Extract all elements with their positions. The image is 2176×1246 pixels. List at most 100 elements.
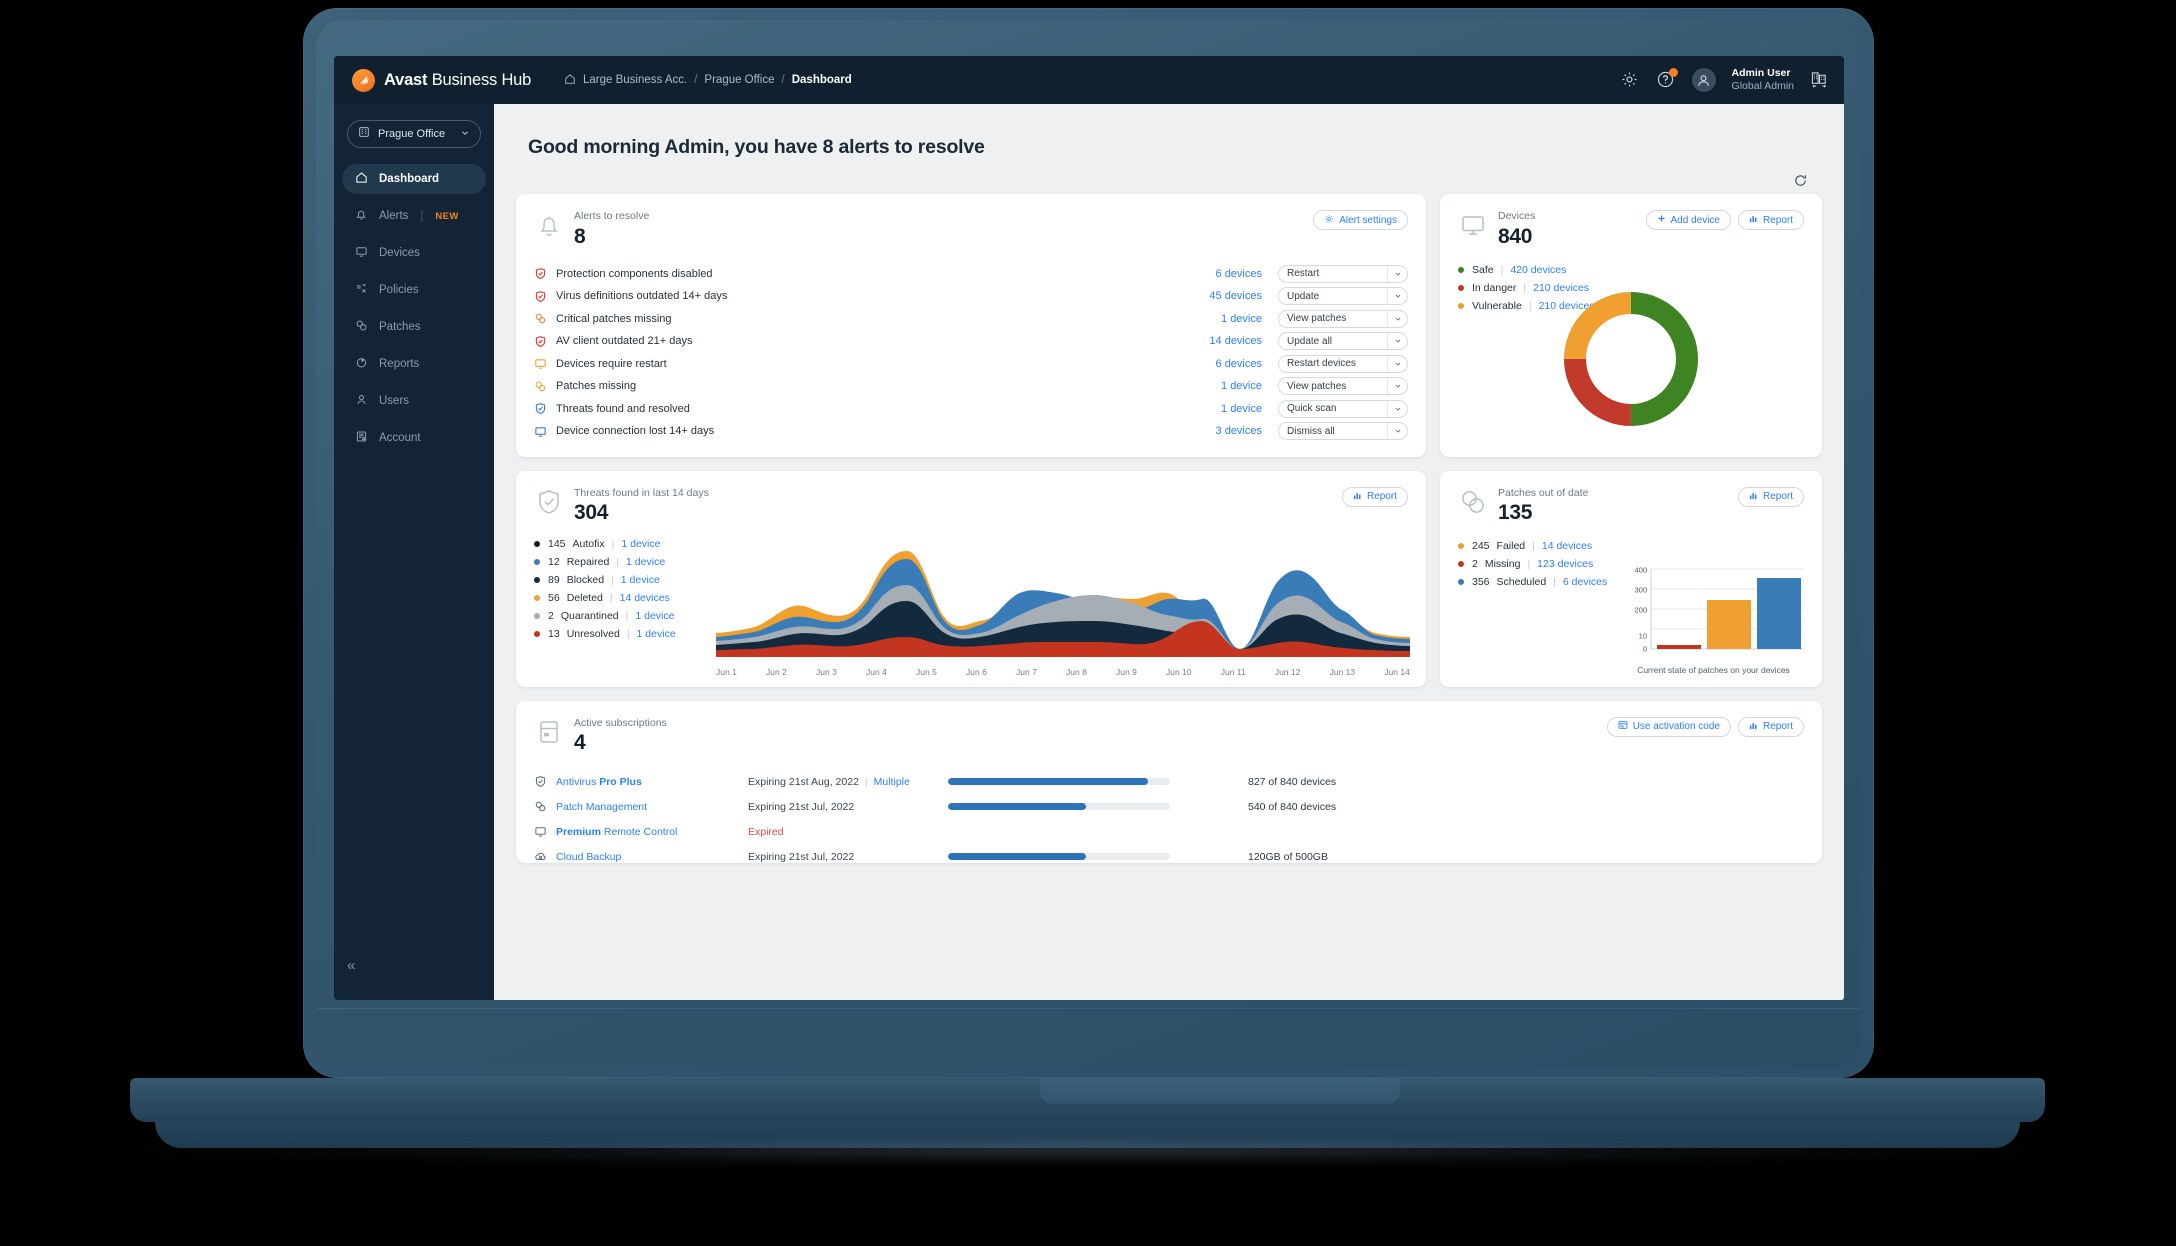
patches-report-button[interactable]: Report	[1737, 486, 1804, 507]
alert-device-count[interactable]: 6 devices	[1215, 267, 1262, 280]
alert-action-select[interactable]: Update	[1278, 287, 1408, 306]
legend-item[interactable]: 356 Scheduled | 6 devices	[1458, 573, 1804, 591]
sidebar-item-users[interactable]: Users	[342, 386, 486, 416]
use-activation-code-button[interactable]: Use activation code	[1606, 716, 1731, 737]
alert-row[interactable]: Patches missing 1 device View patches	[534, 375, 1408, 398]
progress-bar-fill	[948, 852, 1086, 860]
subscription-name[interactable]: Antivirus Pro Plus	[556, 776, 748, 788]
legend-item[interactable]: 13 Unresolved | 1 device	[534, 625, 1408, 643]
subscription-row[interactable]: Premium Remote Control Expired	[534, 819, 1804, 844]
legend-item[interactable]: 2 Quarantined | 1 device	[534, 607, 1408, 625]
alert-settings-button[interactable]: Alert settings	[1313, 210, 1408, 230]
alert-row[interactable]: Device connection lost 14+ days 3 device…	[534, 420, 1408, 443]
sidebar-item-reports[interactable]: Reports	[342, 349, 486, 379]
breadcrumb-office[interactable]: Prague Office	[704, 74, 775, 86]
legend-item[interactable]: 12 Repaired | 1 device	[534, 553, 1408, 571]
legend-count[interactable]: 420 devices	[1510, 263, 1567, 276]
threats-report-button[interactable]: Report	[1341, 486, 1408, 507]
legend-devices[interactable]: 6 devices	[1562, 576, 1608, 589]
subscription-name[interactable]: Patch Management	[556, 801, 748, 813]
legend-devices[interactable]: 123 devices	[1537, 558, 1594, 571]
devices-report-button[interactable]: Report	[1737, 210, 1804, 230]
subscription-multiple-link[interactable]: Multiple	[873, 775, 910, 788]
chevron-down-icon	[1387, 400, 1407, 417]
alert-row[interactable]: Protection components disabled 6 devices…	[534, 263, 1408, 286]
subscriptions-card-actions: Use activation code Report	[1606, 716, 1804, 737]
sidebar-item-policies[interactable]: Policies	[342, 275, 486, 305]
gear-icon[interactable]	[1620, 70, 1640, 90]
subscriptions-report-button[interactable]: Report	[1737, 716, 1804, 737]
alert-action-select[interactable]: View patches	[1278, 309, 1408, 328]
user-info[interactable]: Admin User Global Admin	[1732, 67, 1794, 93]
alert-name: Patches missing	[556, 380, 637, 393]
legend-devices[interactable]: 14 devices	[619, 592, 670, 605]
alert-action-select[interactable]: Restart devices	[1278, 354, 1408, 373]
subscription-row[interactable]: Cloud Backup Expiring 21st Jul, 2022 120…	[534, 844, 1804, 869]
legend-item[interactable]: 145 Autofix | 1 device	[534, 535, 1408, 553]
alert-row[interactable]: Virus definitions outdated 14+ days 45 d…	[534, 285, 1408, 308]
shield-icon	[534, 775, 547, 788]
legend-separator: |	[1553, 576, 1556, 589]
refresh-icon[interactable]	[1793, 173, 1808, 188]
sidebar-item-alerts[interactable]: Alerts | NEW	[342, 201, 486, 231]
alert-device-count[interactable]: 6 devices	[1215, 357, 1262, 370]
sidebar-item-devices[interactable]: Devices	[342, 238, 486, 268]
app-screen: Avast Business Hub Large Business Acc. /…	[334, 56, 1844, 1000]
alert-action-select[interactable]: Update all	[1278, 332, 1408, 351]
monitor-icon	[534, 825, 547, 838]
alert-device-count[interactable]: 3 devices	[1215, 425, 1262, 438]
home-icon[interactable]	[564, 73, 576, 88]
alert-row[interactable]: AV client outdated 21+ days 14 devices U…	[534, 330, 1408, 353]
alerts-card-actions: Alert settings	[1313, 210, 1408, 230]
user-avatar-icon[interactable]	[1691, 68, 1716, 92]
switch-company-icon[interactable]	[1810, 70, 1830, 90]
legend-item[interactable]: 89 Blocked | 1 device	[534, 571, 1408, 589]
legend-devices[interactable]: 1 device	[636, 628, 676, 641]
alert-device-count[interactable]: 45 devices	[1209, 290, 1262, 303]
legend-item[interactable]: Vulnerable | 210 devices	[1458, 297, 1804, 315]
devices-donut-chart	[1440, 279, 1822, 439]
brand-logo[interactable]: Avast Business Hub	[334, 68, 564, 92]
help-icon[interactable]	[1656, 68, 1678, 90]
alert-device-count[interactable]: 1 device	[1221, 402, 1262, 415]
legend-item[interactable]: Safe | 420 devices	[1458, 261, 1804, 279]
legend-count[interactable]: 210 devices	[1533, 281, 1590, 294]
office-building-icon	[358, 125, 370, 143]
legend-item[interactable]: 2 Missing | 123 devices	[1458, 555, 1804, 573]
subscription-name[interactable]: Cloud Backup	[556, 851, 748, 863]
alert-action-select[interactable]: View patches	[1278, 377, 1408, 396]
legend-devices[interactable]: 14 devices	[1541, 540, 1593, 553]
add-device-button[interactable]: Add device	[1645, 210, 1731, 230]
alert-name: Threats found and resolved	[556, 402, 690, 415]
sidebar-item-dashboard[interactable]: Dashboard	[342, 164, 486, 194]
alert-row[interactable]: Critical patches missing 1 device View p…	[534, 308, 1408, 331]
legend-dot-safe	[1458, 266, 1464, 273]
legend-devices[interactable]: 1 device	[626, 556, 666, 569]
office-selector[interactable]: Prague Office	[347, 120, 481, 148]
alert-row[interactable]: Devices require restart 6 devices Restar…	[534, 353, 1408, 376]
legend-devices[interactable]: 1 device	[621, 538, 661, 551]
alert-device-count[interactable]: 14 devices	[1209, 335, 1262, 348]
alert-device-count[interactable]: 1 device	[1221, 380, 1262, 393]
legend-dot-blocked	[534, 577, 540, 584]
alert-row[interactable]: Threats found and resolved 1 device Quic…	[534, 398, 1408, 421]
legend-item[interactable]: 56 Deleted | 14 devices	[534, 589, 1408, 607]
laptop-shadow	[60, 1140, 2110, 1166]
breadcrumb-account[interactable]: Large Business Acc.	[583, 74, 688, 86]
legend-devices[interactable]: 1 device	[620, 574, 660, 587]
alert-action-select[interactable]: Quick scan	[1278, 399, 1408, 418]
legend-item[interactable]: 245 Failed | 14 devices	[1458, 537, 1804, 555]
subscription-name[interactable]: Premium Remote Control	[556, 826, 748, 838]
sidebar-item-account[interactable]: Account	[342, 423, 486, 453]
sidebar-item-patches[interactable]: Patches	[342, 312, 486, 342]
legend-devices[interactable]: 1 device	[635, 610, 675, 623]
legend-count[interactable]: 210 devices	[1538, 299, 1595, 312]
alert-action-select[interactable]: Dismiss all	[1278, 422, 1408, 441]
office-selector-label: Prague Office	[378, 128, 446, 140]
subscription-row[interactable]: Antivirus Pro Plus Expiring 21st Aug, 20…	[534, 769, 1804, 794]
subscription-row[interactable]: Patch Management Expiring 21st Jul, 2022…	[534, 794, 1804, 819]
legend-item[interactable]: In danger | 210 devices	[1458, 279, 1804, 297]
alert-action-select[interactable]: Restart	[1278, 264, 1408, 283]
sidebar-collapse-button[interactable]: «	[347, 957, 356, 974]
alert-device-count[interactable]: 1 device	[1221, 312, 1262, 325]
